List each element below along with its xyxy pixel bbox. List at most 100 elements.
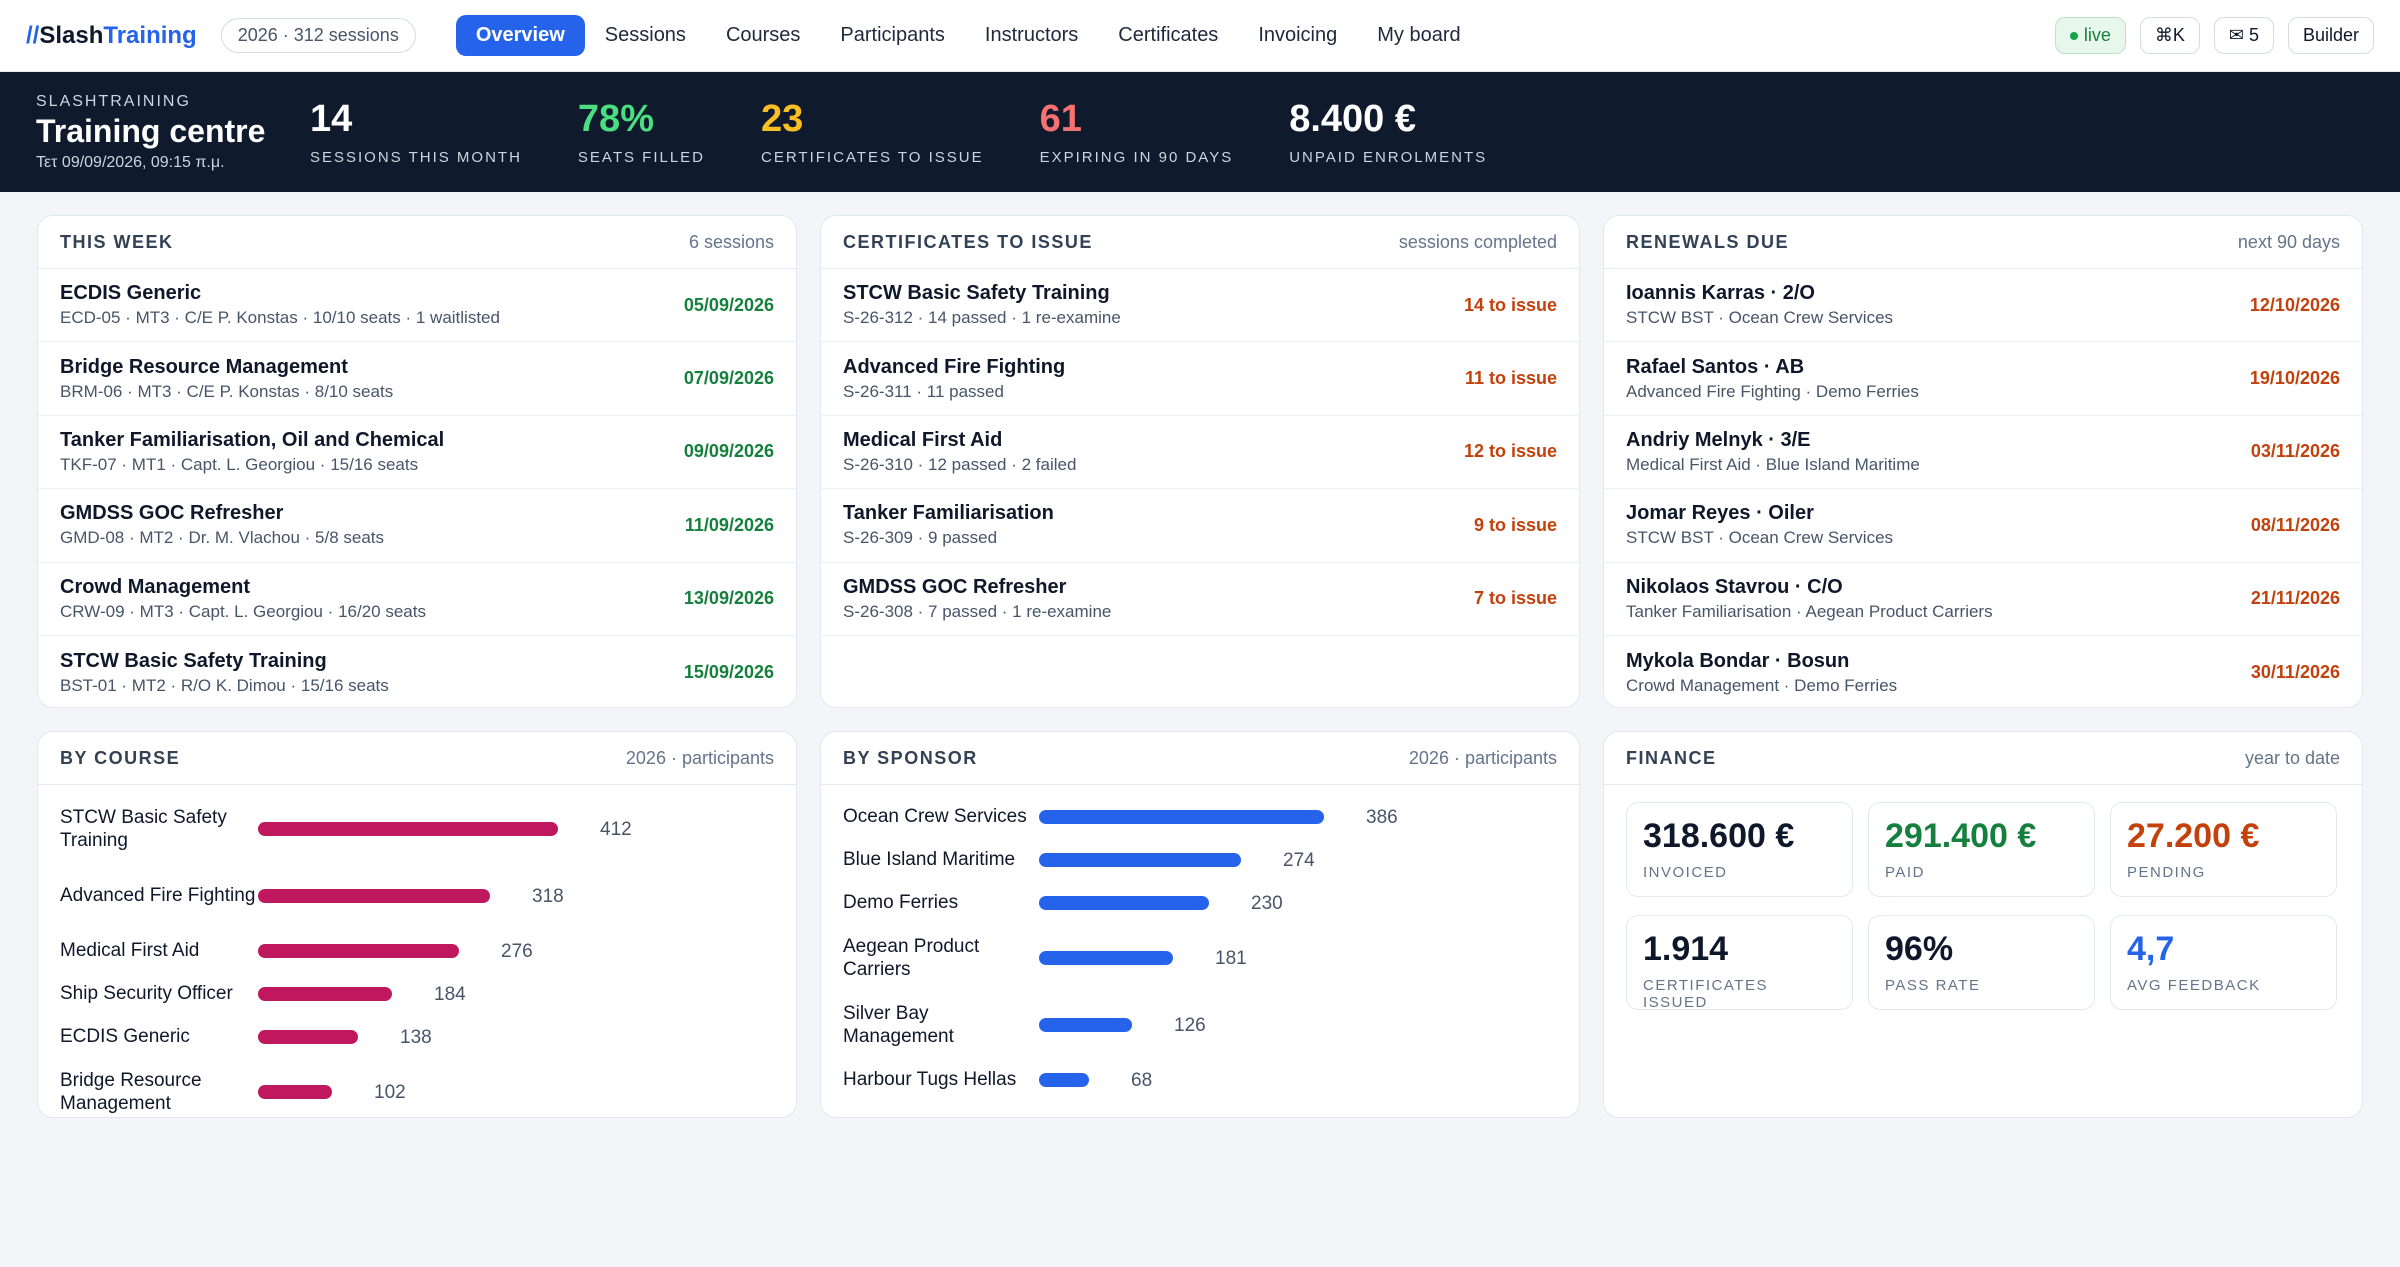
hero-brand: SLASHTRAINING Training centre Τετ 09/09/… [36,93,310,172]
bar-track: 184 [258,984,558,1005]
messages-button[interactable]: ✉ 5 [2213,17,2274,54]
bar-value-label: 102 [374,1081,406,1103]
session-details: TKF-07 · MT1 · Capt. L. Georgiou · 15/16… [60,454,419,474]
session-results: S-26-312 · 14 passed · 1 re-examine [843,308,1121,328]
kpi-label: UNPAID ENROLMENTS [1289,149,1488,166]
renewal-row[interactable]: Andriy Melnyk · 3/E Medical First Aid · B… [1604,416,2362,490]
tab-sessions[interactable]: Sessions [604,24,686,46]
kpi-sessions-this-month[interactable]: 14 SESSIONS THIS MONTH [310,98,522,166]
session-date: 09/09/2026 [683,441,774,462]
bar [258,888,490,903]
tab-instructors[interactable]: Instructors [984,24,1079,46]
kpi-value: 14 [310,98,353,140]
renewal-row[interactable]: Ioannis Karras · 2/O STCW BST · Ocean Cre… [1604,269,2362,343]
certificate-row[interactable]: Tanker Familiarisation S-26-309 · 9 passe… [821,489,1579,563]
session-row[interactable]: Crowd Management CRW-09 · MT3 · Capt. L. … [38,563,796,636]
bar [1039,852,1241,867]
finance-avg-feedback[interactable]: 4,7 AVG FEEDBACK [2110,915,2337,1010]
person-name: Ioannis Karras · 2/O [1626,282,1815,305]
certificate-row[interactable]: STCW Basic Safety Training S-26-312 · 14 … [821,269,1579,343]
year-selector[interactable]: 2026 · 312 sessions [220,18,416,53]
tab-participants[interactable]: Participants [840,24,945,46]
bar-label: Harbour Tugs Hellas [843,1069,1017,1090]
session-row[interactable]: STCW Basic Safety Training BST-01 · MT2 ·… [38,636,796,707]
certificate-row[interactable]: Advanced Fire Fighting S-26-311 · 11 pass… [821,342,1579,416]
issue-count: 14 to issue [1463,294,1557,315]
bar-row[interactable]: ECDIS Generic 138 [60,1015,774,1058]
bar-track: 386 [1039,807,1398,828]
finance-invoiced[interactable]: 318.600 € INVOICED [1626,802,1853,897]
finance-value: 1.914 [1643,930,1729,968]
certificate-row[interactable]: Medical First Aid S-26-310 · 12 passed · … [821,416,1579,490]
session-name: Crowd Management [60,575,251,598]
bar-row[interactable]: Advanced Fire Fighting 318 [60,862,774,929]
bar-label: Blue Island Maritime [843,849,1016,870]
renewal-row[interactable]: Mykola Bondar · Bosun Crowd Management · … [1604,636,2362,707]
session-row[interactable]: ECDIS Generic ECD-05 · MT3 · C/E P. Konst… [38,269,796,343]
kpi-unpaid-enrolments[interactable]: 8.400 € UNPAID ENROLMENTS [1289,98,1487,166]
tab-my-board[interactable]: My board [1377,24,1461,46]
bar-row[interactable]: STCW Basic Safety Training 412 [60,795,774,862]
command-palette-button[interactable]: ⌘K [2139,17,2200,54]
bar-track: 230 [1039,893,1339,914]
kpi-expiring-90-days[interactable]: 61 EXPIRING IN 90 DAYS [1040,98,1234,166]
finance-pending[interactable]: 27.200 € PENDING [2110,802,2337,897]
bar-row[interactable]: Ship Security Officer 184 [60,972,774,1015]
bar-row[interactable]: Demo Ferries 230 [843,881,1557,924]
renewal-row[interactable]: Rafael Santos · AB Advanced Fire Fighting… [1604,342,2362,416]
dashboard-grid: THIS WEEK 6 sessions ECDIS Generic ECD-05… [37,215,2363,1118]
page-title: Training centre [36,112,266,149]
renewal-row[interactable]: Nikolaos Stavrou · C/O Tanker Familiarisa… [1604,563,2362,636]
session-date: 15/09/2026 [683,662,774,683]
finance-pass-rate[interactable]: 96% PASS RATE [1868,915,2095,1010]
tab-certificates[interactable]: Certificates [1118,24,1219,46]
session-date: 11/09/2026 [684,514,774,535]
bar [258,943,459,958]
this-week-card: THIS WEEK 6 sessions ECDIS Generic ECD-05… [37,215,797,708]
session-row[interactable]: Tanker Familiarisation, Oil and Chemical… [38,416,796,490]
builder-button[interactable]: Builder [2287,17,2374,54]
bar-track: 276 [258,941,558,962]
bar-row[interactable]: Aegean Product Carriers 181 [843,924,1557,991]
bar [1039,895,1209,910]
tab-overview[interactable]: Overview [455,15,585,56]
renewal-row[interactable]: Jomar Reyes · Oiler STCW BST · Ocean Crew… [1604,489,2362,563]
bar-row[interactable]: Blue Island Maritime 274 [843,838,1557,881]
card-meta: next 90 days [2237,231,2340,252]
by-course-card: BY COURSE 2026 · participants STCW Basic… [37,731,797,1118]
bar-track: 274 [1039,850,1339,871]
finance-certificates-issued[interactable]: 1.914 CERTIFICATES ISSUED [1626,915,1853,1011]
bar-value-label: 412 [600,818,632,840]
bar-value-label: 276 [501,940,533,962]
bar-row[interactable]: Ocean Crew Services 386 [843,795,1557,838]
bar-row[interactable]: Bridge Resource Management 102 [60,1058,774,1117]
session-results: S-26-311 · 11 passed [843,381,1004,401]
bar-value-label: 386 [1366,806,1398,828]
bar-label: Ocean Crew Services [843,806,1027,827]
bar-label: STCW Basic Safety Training [60,806,227,851]
bar [258,986,392,1001]
app-logo[interactable]: //Slash Training [26,22,197,50]
bar-row[interactable]: Harbour Tugs Hellas 68 [843,1058,1557,1101]
finance-value: 318.600 € [1643,817,1795,855]
bar-label: Bridge Resource Management [60,1069,202,1114]
sponsor-bar-chart: Ocean Crew Services 386 Blue Island Mariti… [821,785,1579,1101]
certificate-row[interactable]: GMDSS GOC Refresher S-26-308 · 7 passed ·… [821,563,1579,636]
tab-invoicing[interactable]: Invoicing [1258,24,1338,46]
bar-row[interactable]: Silver Bay Management 126 [843,991,1557,1058]
bar-row[interactable]: Medical First Aid 276 [60,929,774,972]
kpi-value: 78% [577,98,654,140]
session-row[interactable]: Bridge Resource Management BRM-06 · MT3 ·… [38,342,796,416]
tab-courses[interactable]: Courses [725,24,801,46]
renewal-date: 03/11/2026 [2250,441,2340,462]
bar-track: 102 [258,1082,558,1103]
session-name: GMDSS GOC Refresher [60,502,284,525]
bar [1039,1072,1089,1087]
finance-paid[interactable]: 291.400 € PAID [1868,802,2095,897]
live-status-badge[interactable]: live [2054,17,2126,54]
kpi-seats-filled[interactable]: 78% SEATS FILLED [578,98,705,166]
kpi-certificates-to-issue[interactable]: 23 CERTIFICATES TO ISSUE [761,98,984,166]
renewal-details: Crowd Management · Demo Ferries [1626,675,1898,695]
session-row[interactable]: GMDSS GOC Refresher GMD-08 · MT2 · Dr. M.… [38,489,796,563]
kpi-label: EXPIRING IN 90 DAYS [1039,149,1234,166]
